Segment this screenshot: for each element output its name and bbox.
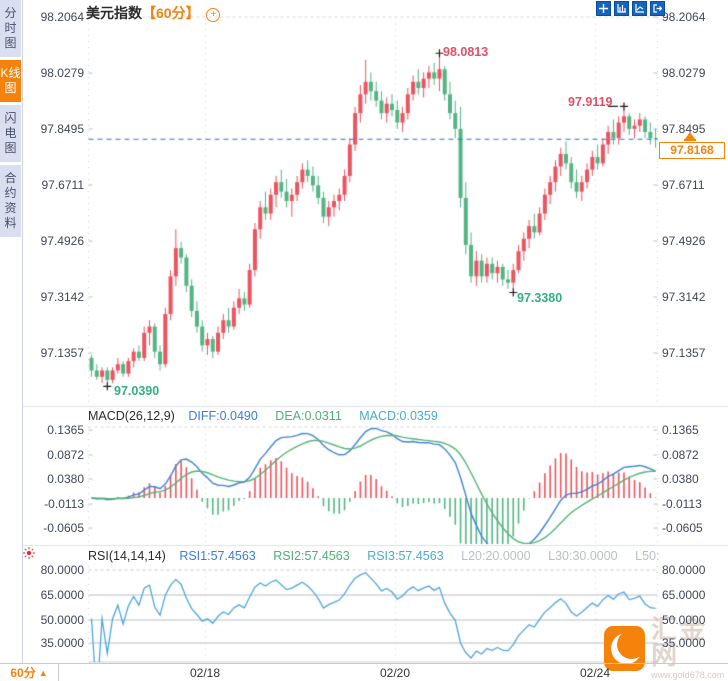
period-selector-label: 60分 (10, 666, 36, 680)
axis-scale-icon (617, 4, 626, 13)
rsi-axis-label-right: 35.0000 (662, 636, 706, 650)
macd-dea-value: DEA:0.0311 (275, 409, 342, 423)
price-axis-label-right: 98.0279 (662, 66, 706, 80)
rsi-axis-label-left: 50.0000 (40, 613, 84, 627)
time-axis-label: 02/18 (189, 666, 221, 680)
annotation-high-price: 98.0813 (443, 45, 489, 59)
axis-style-icon (635, 4, 644, 13)
annotation-low-price: 97.0390 (114, 384, 160, 398)
period-selector[interactable]: 60分 ▲ (0, 664, 59, 681)
sidebar-tab-kline[interactable]: K线图 (0, 60, 21, 102)
time-axis-label: 02/20 (379, 666, 411, 680)
rsi1-value: RSI1:57.4563 (179, 549, 256, 563)
current-price-tag: 97.8168 (659, 142, 725, 159)
rsi-l50-value: L50: (635, 549, 660, 563)
rsi-l30-value: L30:30.0000 (548, 549, 618, 563)
macd-diff-value: DIFF:0.0490 (188, 409, 258, 423)
macd-axis-label-left: 0.1365 (47, 423, 84, 437)
macd-macd-value: MACD:0.0359 (359, 409, 438, 423)
price-axis-label-left: 97.6711 (41, 178, 85, 192)
pan-button[interactable] (596, 1, 611, 16)
macd-axis-label-right: 0.0380 (662, 472, 699, 486)
rsi-header: RSI(14,14,14) RSI1:57.4563 RSI2:57.4563 … (88, 549, 659, 563)
macd-header: MACD(26,12,9) DIFF:0.0490 DEA:0.0311 MAC… (88, 409, 438, 423)
price-axis-label-left: 97.1357 (40, 346, 84, 360)
macd-axis-label-right: -0.0113 (662, 497, 702, 511)
macd-axis-label-right: 0.0872 (662, 448, 699, 462)
annotation-secondary-high: 97.9119 (568, 95, 613, 109)
price-axis-label-right: 97.4926 (662, 234, 706, 248)
sidebar: 分时图 K线图 闪电图 合约资料 (0, 0, 23, 663)
macd-axis-label-right: 0.1365 (662, 423, 699, 437)
rsi-axis-label-right: 50.0000 (662, 613, 706, 627)
rsi2-value: RSI2:57.4563 (273, 549, 350, 563)
price-axis-label-left: 97.4926 (40, 234, 84, 248)
site-url: www.gold678.com (651, 670, 725, 680)
pan-icon (599, 4, 608, 13)
rsi-name: RSI(14,14,14) (88, 549, 166, 563)
macd-axis-label-left: 0.0380 (47, 472, 84, 486)
period-label: 【60分】 (142, 5, 200, 21)
rsi-axis-label-left: 35.0000 (40, 636, 84, 650)
axis-scale-button[interactable] (614, 1, 629, 16)
symbol-name: 美元指数 (86, 5, 142, 21)
price-axis-label-right: 97.6711 (662, 178, 705, 192)
bottom-separator (0, 663, 728, 664)
rsi-axis-label-left: 80.0000 (40, 563, 84, 577)
rsi-axis-label-left: 65.0000 (40, 588, 84, 602)
rsi-axis-label-right: 65.0000 (662, 588, 706, 602)
price-axis-label-right: 98.2064 (662, 10, 706, 24)
macd-axis-label-left: -0.0605 (43, 521, 84, 535)
chart-toolbar (596, 1, 665, 16)
time-axis-label: 02/24 (579, 666, 611, 680)
price-up-arrow-icon (684, 132, 696, 141)
price-axis-label-right: 97.3142 (662, 290, 706, 304)
period-up-triangle-icon: ▲ (38, 667, 48, 678)
exit-icon (653, 4, 662, 13)
add-indicator-icon[interactable]: + (206, 8, 221, 22)
price-axis-label-right: 97.1357 (662, 346, 706, 360)
price-axis-label-left: 98.2064 (40, 10, 84, 24)
price-axis-label-left: 97.3142 (40, 290, 84, 304)
exit-button[interactable] (650, 1, 665, 16)
chart-title: 美元指数【60分】 + (86, 3, 221, 23)
macd-axis-label-right: -0.0605 (662, 521, 703, 535)
price-axis-label-left: 97.8495 (40, 122, 84, 136)
sidebar-tab-contract-info[interactable]: 合约资料 (0, 165, 21, 237)
price-axis-label-left: 98.0279 (40, 66, 84, 80)
sidebar-tab-lightning[interactable]: 闪电图 (0, 105, 21, 162)
macd-axis-label-left: 0.0872 (47, 448, 84, 462)
macd-axis-label-left: -0.0113 (44, 497, 84, 511)
rsi3-value: RSI3:57.4563 (367, 549, 444, 563)
axis-style-button[interactable] (632, 1, 647, 16)
rsi-settings-icon[interactable] (23, 546, 35, 564)
annotation-secondary-low: 97.3380 (517, 291, 563, 305)
rsi-axis-label-right: 80.0000 (662, 563, 706, 577)
rsi-l20-value: L20:20.0000 (461, 549, 531, 563)
macd-name: MACD(26,12,9) (88, 409, 175, 423)
sidebar-tab-timeshare[interactable]: 分时图 (0, 0, 21, 57)
